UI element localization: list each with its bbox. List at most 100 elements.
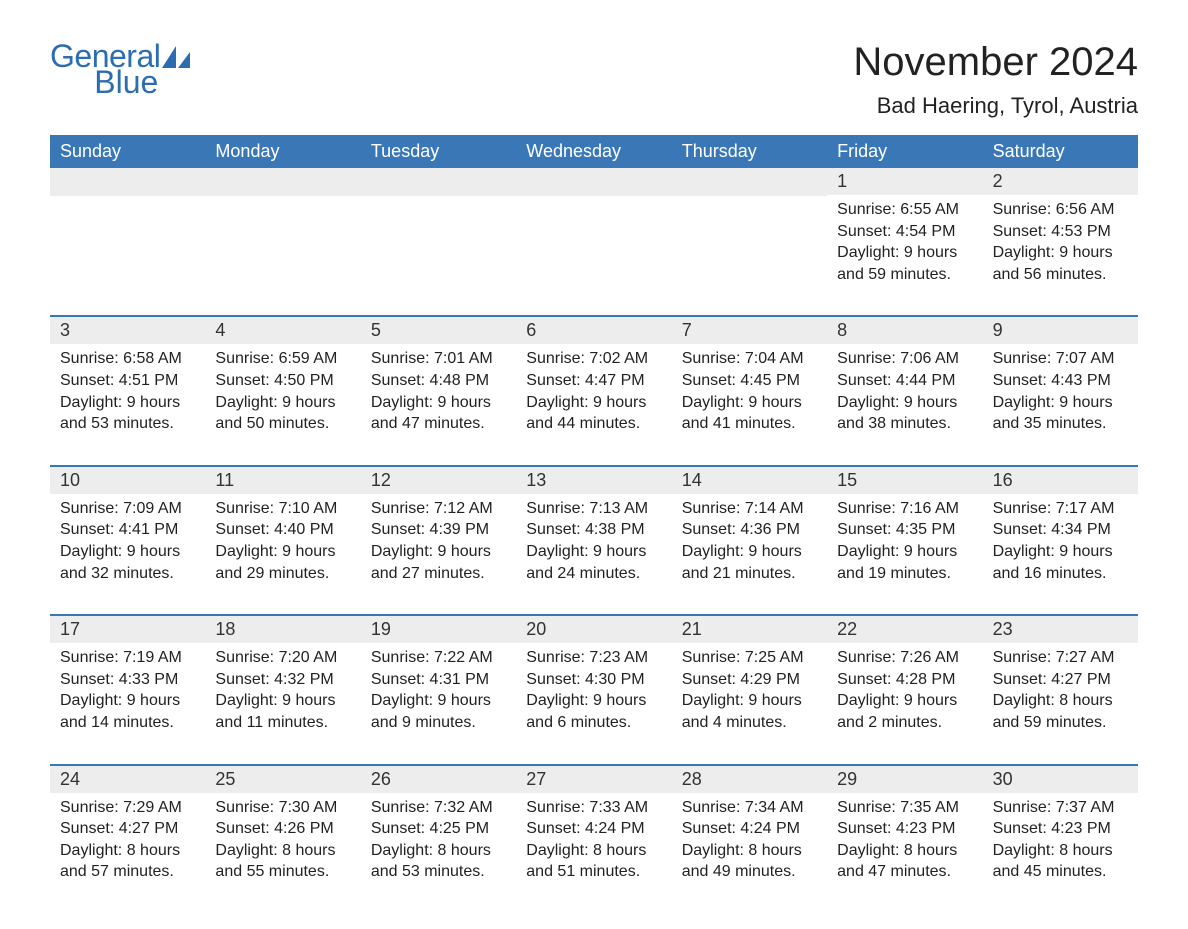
day-number: 11 (205, 467, 360, 494)
day-number: 26 (361, 766, 516, 793)
daylight-line: Daylight: 9 hours and 19 minutes. (837, 541, 972, 584)
day-number: 16 (983, 467, 1138, 494)
sunrise-line: Sunrise: 7:30 AM (215, 797, 350, 819)
sunrise-line: Sunrise: 7:01 AM (371, 348, 506, 370)
calendar-cell: 24Sunrise: 7:29 AMSunset: 4:27 PMDayligh… (50, 766, 205, 889)
day-number: 7 (672, 317, 827, 344)
day-details: Sunrise: 7:35 AMSunset: 4:23 PMDaylight:… (827, 793, 982, 889)
day-number: 22 (827, 616, 982, 643)
daylight-line: Daylight: 9 hours and 14 minutes. (60, 690, 195, 733)
day-details: Sunrise: 7:07 AMSunset: 4:43 PMDaylight:… (983, 344, 1138, 440)
calendar-cell (361, 168, 516, 291)
day-details: Sunrise: 7:09 AMSunset: 4:41 PMDaylight:… (50, 494, 205, 590)
sunset-line: Sunset: 4:54 PM (837, 221, 972, 243)
calendar-cell: 19Sunrise: 7:22 AMSunset: 4:31 PMDayligh… (361, 616, 516, 739)
day-number: 19 (361, 616, 516, 643)
sunset-line: Sunset: 4:30 PM (526, 669, 661, 691)
daylight-line: Daylight: 9 hours and 59 minutes. (837, 242, 972, 285)
day-number: 6 (516, 317, 671, 344)
sunset-line: Sunset: 4:38 PM (526, 519, 661, 541)
sunrise-line: Sunrise: 7:14 AM (682, 498, 817, 520)
sunrise-line: Sunrise: 7:12 AM (371, 498, 506, 520)
day-number: 18 (205, 616, 360, 643)
day-details: Sunrise: 7:13 AMSunset: 4:38 PMDaylight:… (516, 494, 671, 590)
day-details: Sunrise: 7:34 AMSunset: 4:24 PMDaylight:… (672, 793, 827, 889)
calendar-cell: 29Sunrise: 7:35 AMSunset: 4:23 PMDayligh… (827, 766, 982, 889)
sunrise-line: Sunrise: 6:56 AM (993, 199, 1128, 221)
sunset-line: Sunset: 4:32 PM (215, 669, 350, 691)
page-header: General Blue November 2024 Bad Haering, … (50, 40, 1138, 119)
calendar-cell: 4Sunrise: 6:59 AMSunset: 4:50 PMDaylight… (205, 317, 360, 440)
calendar-cell: 16Sunrise: 7:17 AMSunset: 4:34 PMDayligh… (983, 467, 1138, 590)
weekday-mon: Monday (205, 135, 360, 168)
sunset-line: Sunset: 4:53 PM (993, 221, 1128, 243)
logo: General Blue (50, 40, 190, 98)
calendar-cell: 14Sunrise: 7:14 AMSunset: 4:36 PMDayligh… (672, 467, 827, 590)
calendar-cell: 8Sunrise: 7:06 AMSunset: 4:44 PMDaylight… (827, 317, 982, 440)
calendar-cell: 5Sunrise: 7:01 AMSunset: 4:48 PMDaylight… (361, 317, 516, 440)
calendar-cell: 11Sunrise: 7:10 AMSunset: 4:40 PMDayligh… (205, 467, 360, 590)
day-details: Sunrise: 7:02 AMSunset: 4:47 PMDaylight:… (516, 344, 671, 440)
daylight-line: Daylight: 9 hours and 56 minutes. (993, 242, 1128, 285)
day-number: 9 (983, 317, 1138, 344)
calendar-week: 10Sunrise: 7:09 AMSunset: 4:41 PMDayligh… (50, 465, 1138, 590)
sunset-line: Sunset: 4:50 PM (215, 370, 350, 392)
sunset-line: Sunset: 4:33 PM (60, 669, 195, 691)
day-details: Sunrise: 7:06 AMSunset: 4:44 PMDaylight:… (827, 344, 982, 440)
calendar-cell (672, 168, 827, 291)
calendar-cell: 17Sunrise: 7:19 AMSunset: 4:33 PMDayligh… (50, 616, 205, 739)
sunrise-line: Sunrise: 7:20 AM (215, 647, 350, 669)
sunset-line: Sunset: 4:36 PM (682, 519, 817, 541)
day-details: Sunrise: 6:58 AMSunset: 4:51 PMDaylight:… (50, 344, 205, 440)
day-number: 20 (516, 616, 671, 643)
sunset-line: Sunset: 4:44 PM (837, 370, 972, 392)
logo-text-blue: Blue (94, 66, 158, 98)
day-details: Sunrise: 6:55 AMSunset: 4:54 PMDaylight:… (827, 195, 982, 291)
daylight-line: Daylight: 9 hours and 35 minutes. (993, 392, 1128, 435)
daylight-line: Daylight: 9 hours and 32 minutes. (60, 541, 195, 584)
sunset-line: Sunset: 4:25 PM (371, 818, 506, 840)
day-details: Sunrise: 7:37 AMSunset: 4:23 PMDaylight:… (983, 793, 1138, 889)
sunset-line: Sunset: 4:31 PM (371, 669, 506, 691)
day-details: Sunrise: 7:27 AMSunset: 4:27 PMDaylight:… (983, 643, 1138, 739)
day-details: Sunrise: 7:10 AMSunset: 4:40 PMDaylight:… (205, 494, 360, 590)
weekday-fri: Friday (827, 135, 982, 168)
day-details: Sunrise: 7:20 AMSunset: 4:32 PMDaylight:… (205, 643, 360, 739)
daylight-line: Daylight: 9 hours and 41 minutes. (682, 392, 817, 435)
daylight-line: Daylight: 8 hours and 57 minutes. (60, 840, 195, 883)
calendar-cell: 15Sunrise: 7:16 AMSunset: 4:35 PMDayligh… (827, 467, 982, 590)
sunrise-line: Sunrise: 7:29 AM (60, 797, 195, 819)
daylight-line: Daylight: 9 hours and 11 minutes. (215, 690, 350, 733)
daylight-line: Daylight: 8 hours and 49 minutes. (682, 840, 817, 883)
sunrise-line: Sunrise: 7:16 AM (837, 498, 972, 520)
calendar-cell: 23Sunrise: 7:27 AMSunset: 4:27 PMDayligh… (983, 616, 1138, 739)
calendar-cell: 30Sunrise: 7:37 AMSunset: 4:23 PMDayligh… (983, 766, 1138, 889)
sunset-line: Sunset: 4:48 PM (371, 370, 506, 392)
sunrise-line: Sunrise: 6:58 AM (60, 348, 195, 370)
sunset-line: Sunset: 4:51 PM (60, 370, 195, 392)
daylight-line: Daylight: 9 hours and 53 minutes. (60, 392, 195, 435)
calendar-cell: 1Sunrise: 6:55 AMSunset: 4:54 PMDaylight… (827, 168, 982, 291)
day-number: 4 (205, 317, 360, 344)
calendar-week: 3Sunrise: 6:58 AMSunset: 4:51 PMDaylight… (50, 315, 1138, 440)
day-details: Sunrise: 7:26 AMSunset: 4:28 PMDaylight:… (827, 643, 982, 739)
day-number: 29 (827, 766, 982, 793)
sunrise-line: Sunrise: 7:10 AM (215, 498, 350, 520)
sunset-line: Sunset: 4:47 PM (526, 370, 661, 392)
sunrise-line: Sunrise: 7:07 AM (993, 348, 1128, 370)
day-number: 27 (516, 766, 671, 793)
sunrise-line: Sunrise: 7:33 AM (526, 797, 661, 819)
calendar: Sunday Monday Tuesday Wednesday Thursday… (50, 135, 1138, 889)
sunset-line: Sunset: 4:43 PM (993, 370, 1128, 392)
daylight-line: Daylight: 9 hours and 4 minutes. (682, 690, 817, 733)
sunrise-line: Sunrise: 7:23 AM (526, 647, 661, 669)
sunrise-line: Sunrise: 6:59 AM (215, 348, 350, 370)
sunset-line: Sunset: 4:35 PM (837, 519, 972, 541)
day-number: 23 (983, 616, 1138, 643)
calendar-cell: 13Sunrise: 7:13 AMSunset: 4:38 PMDayligh… (516, 467, 671, 590)
day-details: Sunrise: 7:04 AMSunset: 4:45 PMDaylight:… (672, 344, 827, 440)
sunrise-line: Sunrise: 7:32 AM (371, 797, 506, 819)
daylight-line: Daylight: 9 hours and 29 minutes. (215, 541, 350, 584)
calendar-cell: 3Sunrise: 6:58 AMSunset: 4:51 PMDaylight… (50, 317, 205, 440)
sunset-line: Sunset: 4:26 PM (215, 818, 350, 840)
